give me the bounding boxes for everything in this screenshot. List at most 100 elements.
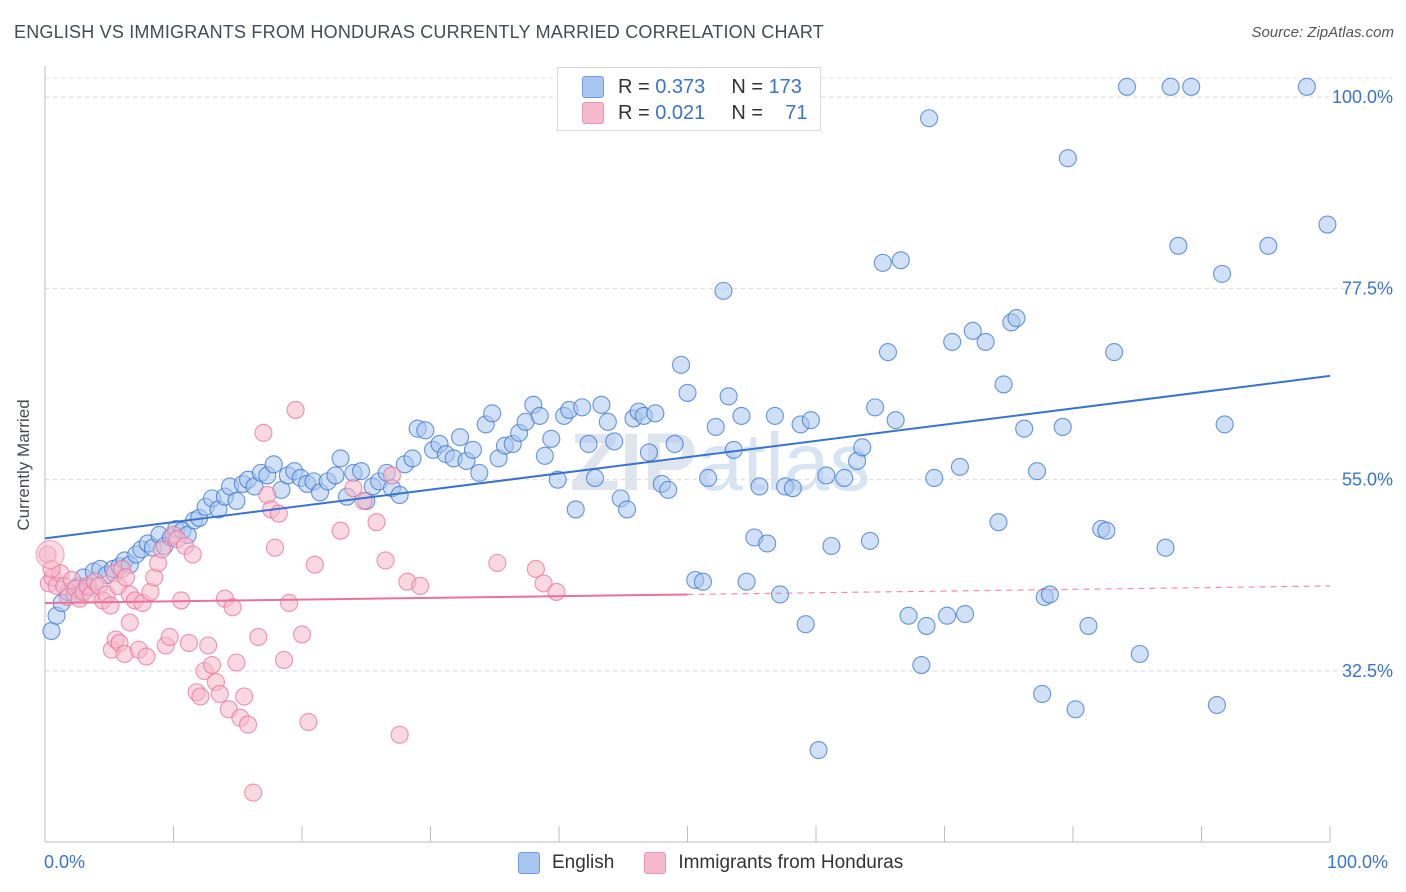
honduras-point	[191, 687, 210, 706]
honduras-point	[152, 540, 171, 559]
english-point	[770, 585, 790, 604]
honduras-trendline-extension	[687, 585, 1331, 596]
english-point	[678, 383, 697, 402]
honduras-point	[210, 684, 229, 704]
english-point	[1207, 695, 1226, 715]
series-legend: English Immigrants from Honduras	[518, 852, 933, 874]
english-point	[592, 395, 611, 414]
english-point	[573, 398, 592, 417]
english-point	[42, 621, 61, 641]
honduras-point	[299, 712, 318, 732]
honduras-point	[411, 576, 430, 596]
english-point	[878, 343, 898, 362]
english-point	[1007, 309, 1026, 328]
english-point	[699, 468, 718, 488]
english-point	[956, 604, 975, 624]
honduras-point	[179, 633, 198, 652]
english-point	[579, 434, 598, 454]
english-point	[976, 332, 995, 351]
honduras-point	[254, 423, 273, 442]
english-point	[264, 455, 283, 474]
r-label: R =	[618, 101, 650, 124]
english-point	[1161, 77, 1180, 96]
english-point	[866, 398, 885, 417]
legend-label-english: English	[552, 852, 615, 873]
english-point	[483, 404, 502, 423]
english-point	[585, 468, 605, 488]
english-legend-swatch	[518, 852, 540, 874]
honduras-point	[183, 545, 202, 564]
english-point	[920, 109, 939, 128]
chart-title: ENGLISH VS IMMIGRANTS FROM HONDURAS CURR…	[14, 22, 824, 42]
english-point	[451, 428, 470, 447]
english-point	[672, 355, 691, 374]
english-trendline	[44, 374, 1331, 540]
honduras-point	[35, 539, 65, 569]
english-point	[1259, 236, 1278, 255]
english-point	[853, 438, 872, 457]
honduras-point	[367, 513, 386, 532]
r-label: R =	[618, 75, 650, 98]
honduras-point	[547, 582, 566, 601]
honduras-point	[249, 627, 268, 647]
english-point	[925, 468, 944, 488]
english-point	[796, 615, 815, 634]
honduras-point	[120, 613, 139, 632]
y-tick-label: 100.0%	[1332, 87, 1393, 107]
honduras-point	[265, 538, 285, 557]
english-point	[873, 253, 892, 272]
honduras-point	[274, 650, 294, 669]
honduras-point	[203, 655, 222, 675]
english-point	[809, 741, 828, 760]
stats-row-honduras: R = 0.021 N = 71	[582, 100, 807, 126]
english-point	[765, 406, 784, 425]
source-label: Source: ZipAtlas.com	[1251, 24, 1394, 41]
n-value: 71	[785, 101, 808, 124]
legend-label-honduras: Immigrants from Honduras	[678, 852, 904, 873]
honduras-point	[526, 559, 545, 579]
english-point	[659, 480, 678, 499]
honduras-point	[354, 491, 373, 510]
stats-row-english: R = 0.373 N = 173	[582, 74, 802, 100]
english-point	[665, 434, 684, 454]
english-point	[1318, 215, 1337, 234]
english-swatch	[582, 76, 604, 98]
honduras-legend-swatch	[644, 852, 667, 874]
english-point	[706, 417, 725, 436]
english-point	[938, 606, 957, 625]
english-point	[1117, 77, 1137, 96]
legend-item-english[interactable]: English	[518, 852, 614, 874]
english-point	[352, 462, 371, 481]
english-point	[1156, 538, 1175, 557]
english-point	[737, 572, 756, 591]
english-point	[1213, 264, 1232, 283]
honduras-point	[331, 521, 350, 540]
english-point	[1130, 644, 1149, 664]
english-point	[714, 281, 733, 300]
y-tick-label: 55.0%	[1342, 470, 1393, 490]
english-point	[750, 477, 769, 496]
honduras-point	[101, 596, 120, 615]
english-point	[1066, 700, 1085, 719]
english-point	[227, 491, 246, 510]
english-point	[548, 470, 567, 489]
r-value: 0.373	[655, 75, 706, 98]
honduras-point	[382, 466, 402, 485]
english-point	[963, 321, 982, 340]
x-tick-max: 100.0%	[1327, 852, 1389, 872]
english-point	[326, 466, 345, 485]
legend-item-honduras[interactable]: Immigrants from Honduras	[644, 852, 903, 874]
english-point	[1015, 419, 1034, 438]
english-point	[1097, 521, 1116, 540]
english-point	[1079, 616, 1098, 635]
honduras-point	[116, 568, 136, 587]
english-point	[535, 446, 554, 465]
honduras-point	[223, 598, 242, 617]
english-point	[1297, 77, 1316, 96]
english-point	[1058, 149, 1077, 168]
stats-legend: R = 0.373 N = 173 R = 0.021 N = 71	[557, 67, 821, 131]
english-point	[639, 443, 659, 462]
honduras-point	[227, 653, 246, 672]
english-point	[822, 536, 841, 556]
